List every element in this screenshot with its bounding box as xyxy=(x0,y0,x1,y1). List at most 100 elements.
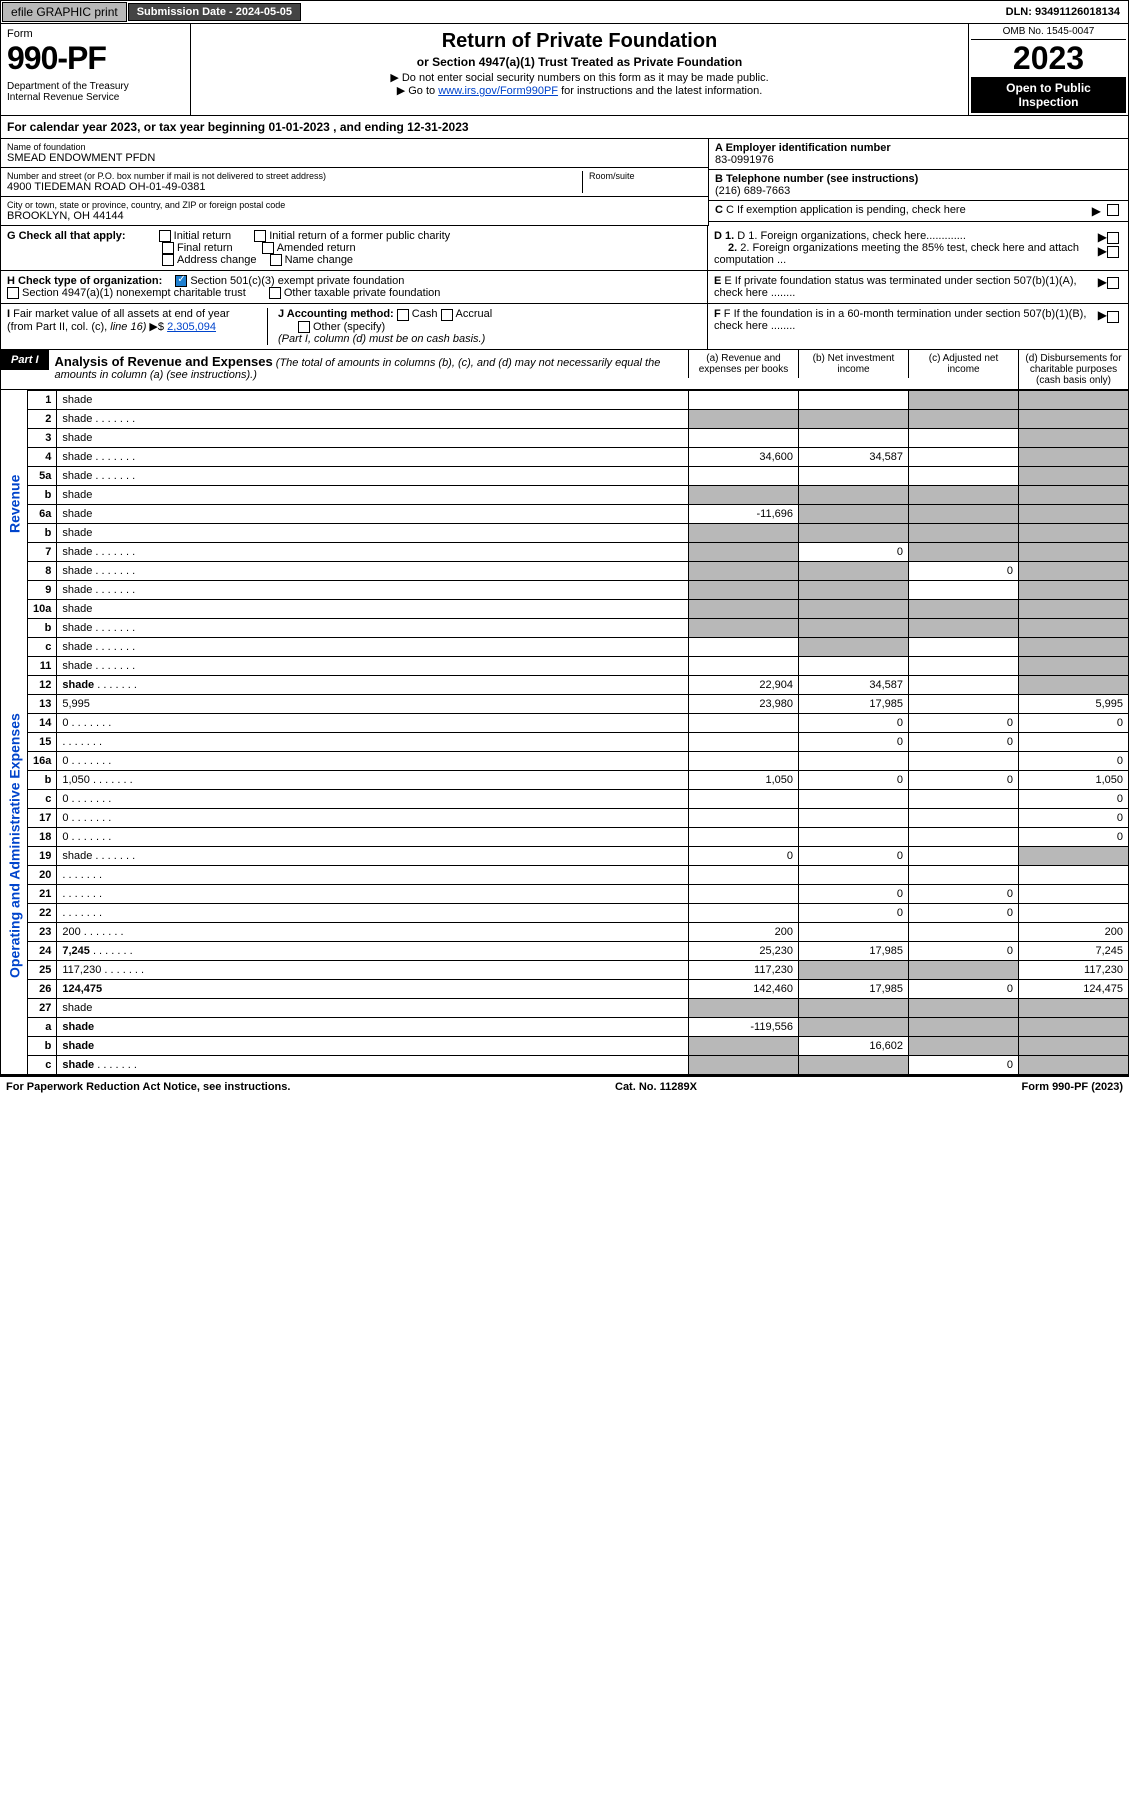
cell-a: 34,600 xyxy=(689,447,799,466)
name-cell: Name of foundation SMEAD ENDOWMENT PFDN xyxy=(1,139,708,168)
cell-c xyxy=(909,960,1019,979)
table-row: b1,050 . . . . . . .1,050001,050 xyxy=(1,770,1129,789)
cell-c xyxy=(909,656,1019,675)
cell-a xyxy=(689,903,799,922)
cell-c xyxy=(909,808,1019,827)
table-row: 25117,230 . . . . . . .117,230117,230 xyxy=(1,960,1129,979)
row-num: 20 xyxy=(28,865,57,884)
part1-label: Part I xyxy=(1,350,49,370)
row-num: 2 xyxy=(28,409,57,428)
cell-b xyxy=(799,827,909,846)
row-desc: shade xyxy=(57,1017,689,1036)
table-row: 170 . . . . . . .0 xyxy=(1,808,1129,827)
dept: Department of the Treasury Internal Reve… xyxy=(7,81,184,103)
cell-b xyxy=(799,865,909,884)
table-row: 3shade xyxy=(1,428,1129,447)
topbar: efile GRAPHIC print Submission Date - 20… xyxy=(0,0,1129,24)
cell-a: 25,230 xyxy=(689,941,799,960)
cell-b xyxy=(799,1017,909,1036)
row-desc: shade xyxy=(57,523,689,542)
year: 2023 xyxy=(971,40,1126,77)
c-checkbox[interactable] xyxy=(1107,204,1119,216)
table-row: cshade . . . . . . .0 xyxy=(1,1055,1129,1074)
expenses-sidebar: Operating and Administrative Expenses xyxy=(1,618,28,1074)
cell-c xyxy=(909,694,1019,713)
table-row: 7shade . . . . . . .0 xyxy=(1,542,1129,561)
cell-c: 0 xyxy=(909,884,1019,903)
header: Form 990-PF Department of the Treasury I… xyxy=(0,24,1129,116)
row-desc: 0 . . . . . . . xyxy=(57,789,689,808)
form-link[interactable]: www.irs.gov/Form990PF xyxy=(438,85,558,97)
table-row: 26124,475142,46017,9850124,475 xyxy=(1,979,1129,998)
cell-b xyxy=(799,998,909,1017)
cell-d: 124,475 xyxy=(1019,979,1129,998)
cell-c xyxy=(909,466,1019,485)
cell-a xyxy=(689,789,799,808)
row-num: 12 xyxy=(28,675,57,694)
form-subtitle: or Section 4947(a)(1) Trust Treated as P… xyxy=(197,55,962,69)
footer-right: Form 990-PF (2023) xyxy=(1022,1081,1124,1093)
cell-a xyxy=(689,884,799,903)
cell-b: 0 xyxy=(799,846,909,865)
cell-d xyxy=(1019,656,1129,675)
calendar-year: For calendar year 2023, or tax year begi… xyxy=(0,116,1129,139)
cell-b: 0 xyxy=(799,732,909,751)
note2: ▶ Go to www.irs.gov/Form990PF for instru… xyxy=(197,84,962,97)
cell-a: 23,980 xyxy=(689,694,799,713)
row-num: 26 xyxy=(28,979,57,998)
cell-c xyxy=(909,998,1019,1017)
cell-d: 0 xyxy=(1019,808,1129,827)
cell-d xyxy=(1019,637,1129,656)
row-desc: shade . . . . . . . xyxy=(57,409,689,428)
cell-c: 0 xyxy=(909,903,1019,922)
cell-b xyxy=(799,580,909,599)
row-desc: 0 . . . . . . . xyxy=(57,808,689,827)
h-501c3-checkbox[interactable] xyxy=(175,275,187,287)
row-num: 13 xyxy=(28,694,57,713)
table-row: c0 . . . . . . .0 xyxy=(1,789,1129,808)
efile-button[interactable]: efile GRAPHIC print xyxy=(2,2,127,22)
cell-d xyxy=(1019,542,1129,561)
table-row: 23200 . . . . . . .200200 xyxy=(1,922,1129,941)
cell-a xyxy=(689,523,799,542)
table-row: ashade-119,556 xyxy=(1,1017,1129,1036)
row-num: 23 xyxy=(28,922,57,941)
table-row: 180 . . . . . . .0 xyxy=(1,827,1129,846)
cell-c: 0 xyxy=(909,770,1019,789)
cell-d xyxy=(1019,884,1129,903)
c-cell: C C If exemption application is pending,… xyxy=(709,201,1128,222)
table-row: 4shade . . . . . . .34,60034,587 xyxy=(1,447,1129,466)
cell-d xyxy=(1019,618,1129,637)
table-row: 247,245 . . . . . . .25,23017,98507,245 xyxy=(1,941,1129,960)
table-row: 2shade . . . . . . . xyxy=(1,409,1129,428)
cell-a xyxy=(689,561,799,580)
cell-a xyxy=(689,732,799,751)
row-num: c xyxy=(28,1055,57,1074)
row-desc: shade . . . . . . . xyxy=(57,561,689,580)
table-row: 9shade . . . . . . . xyxy=(1,580,1129,599)
row-num: b xyxy=(28,770,57,789)
cell-a xyxy=(689,827,799,846)
row-desc: 200 . . . . . . . xyxy=(57,922,689,941)
cell-d xyxy=(1019,523,1129,542)
row-desc: shade . . . . . . . xyxy=(57,656,689,675)
cell-d: 117,230 xyxy=(1019,960,1129,979)
city-cell: City or town, state or province, country… xyxy=(1,197,708,226)
part1-bar: Part I Analysis of Revenue and Expenses … xyxy=(0,350,1129,390)
row-num: 27 xyxy=(28,998,57,1017)
cell-a: 1,050 xyxy=(689,770,799,789)
cell-b: 16,602 xyxy=(799,1036,909,1055)
dln: DLN: 93491126018134 xyxy=(998,4,1128,20)
table-row: 20 . . . . . . . xyxy=(1,865,1129,884)
cell-a xyxy=(689,656,799,675)
cell-a xyxy=(689,1055,799,1074)
cell-b xyxy=(799,618,909,637)
fmv-link[interactable]: 2,305,094 xyxy=(167,321,216,333)
cell-d xyxy=(1019,675,1129,694)
cell-c xyxy=(909,485,1019,504)
row-desc: . . . . . . . xyxy=(57,732,689,751)
table-row: Operating and Administrative Expensesbsh… xyxy=(1,618,1129,637)
cell-c: 0 xyxy=(909,732,1019,751)
form-number: 990-PF xyxy=(7,40,184,77)
cell-d xyxy=(1019,428,1129,447)
